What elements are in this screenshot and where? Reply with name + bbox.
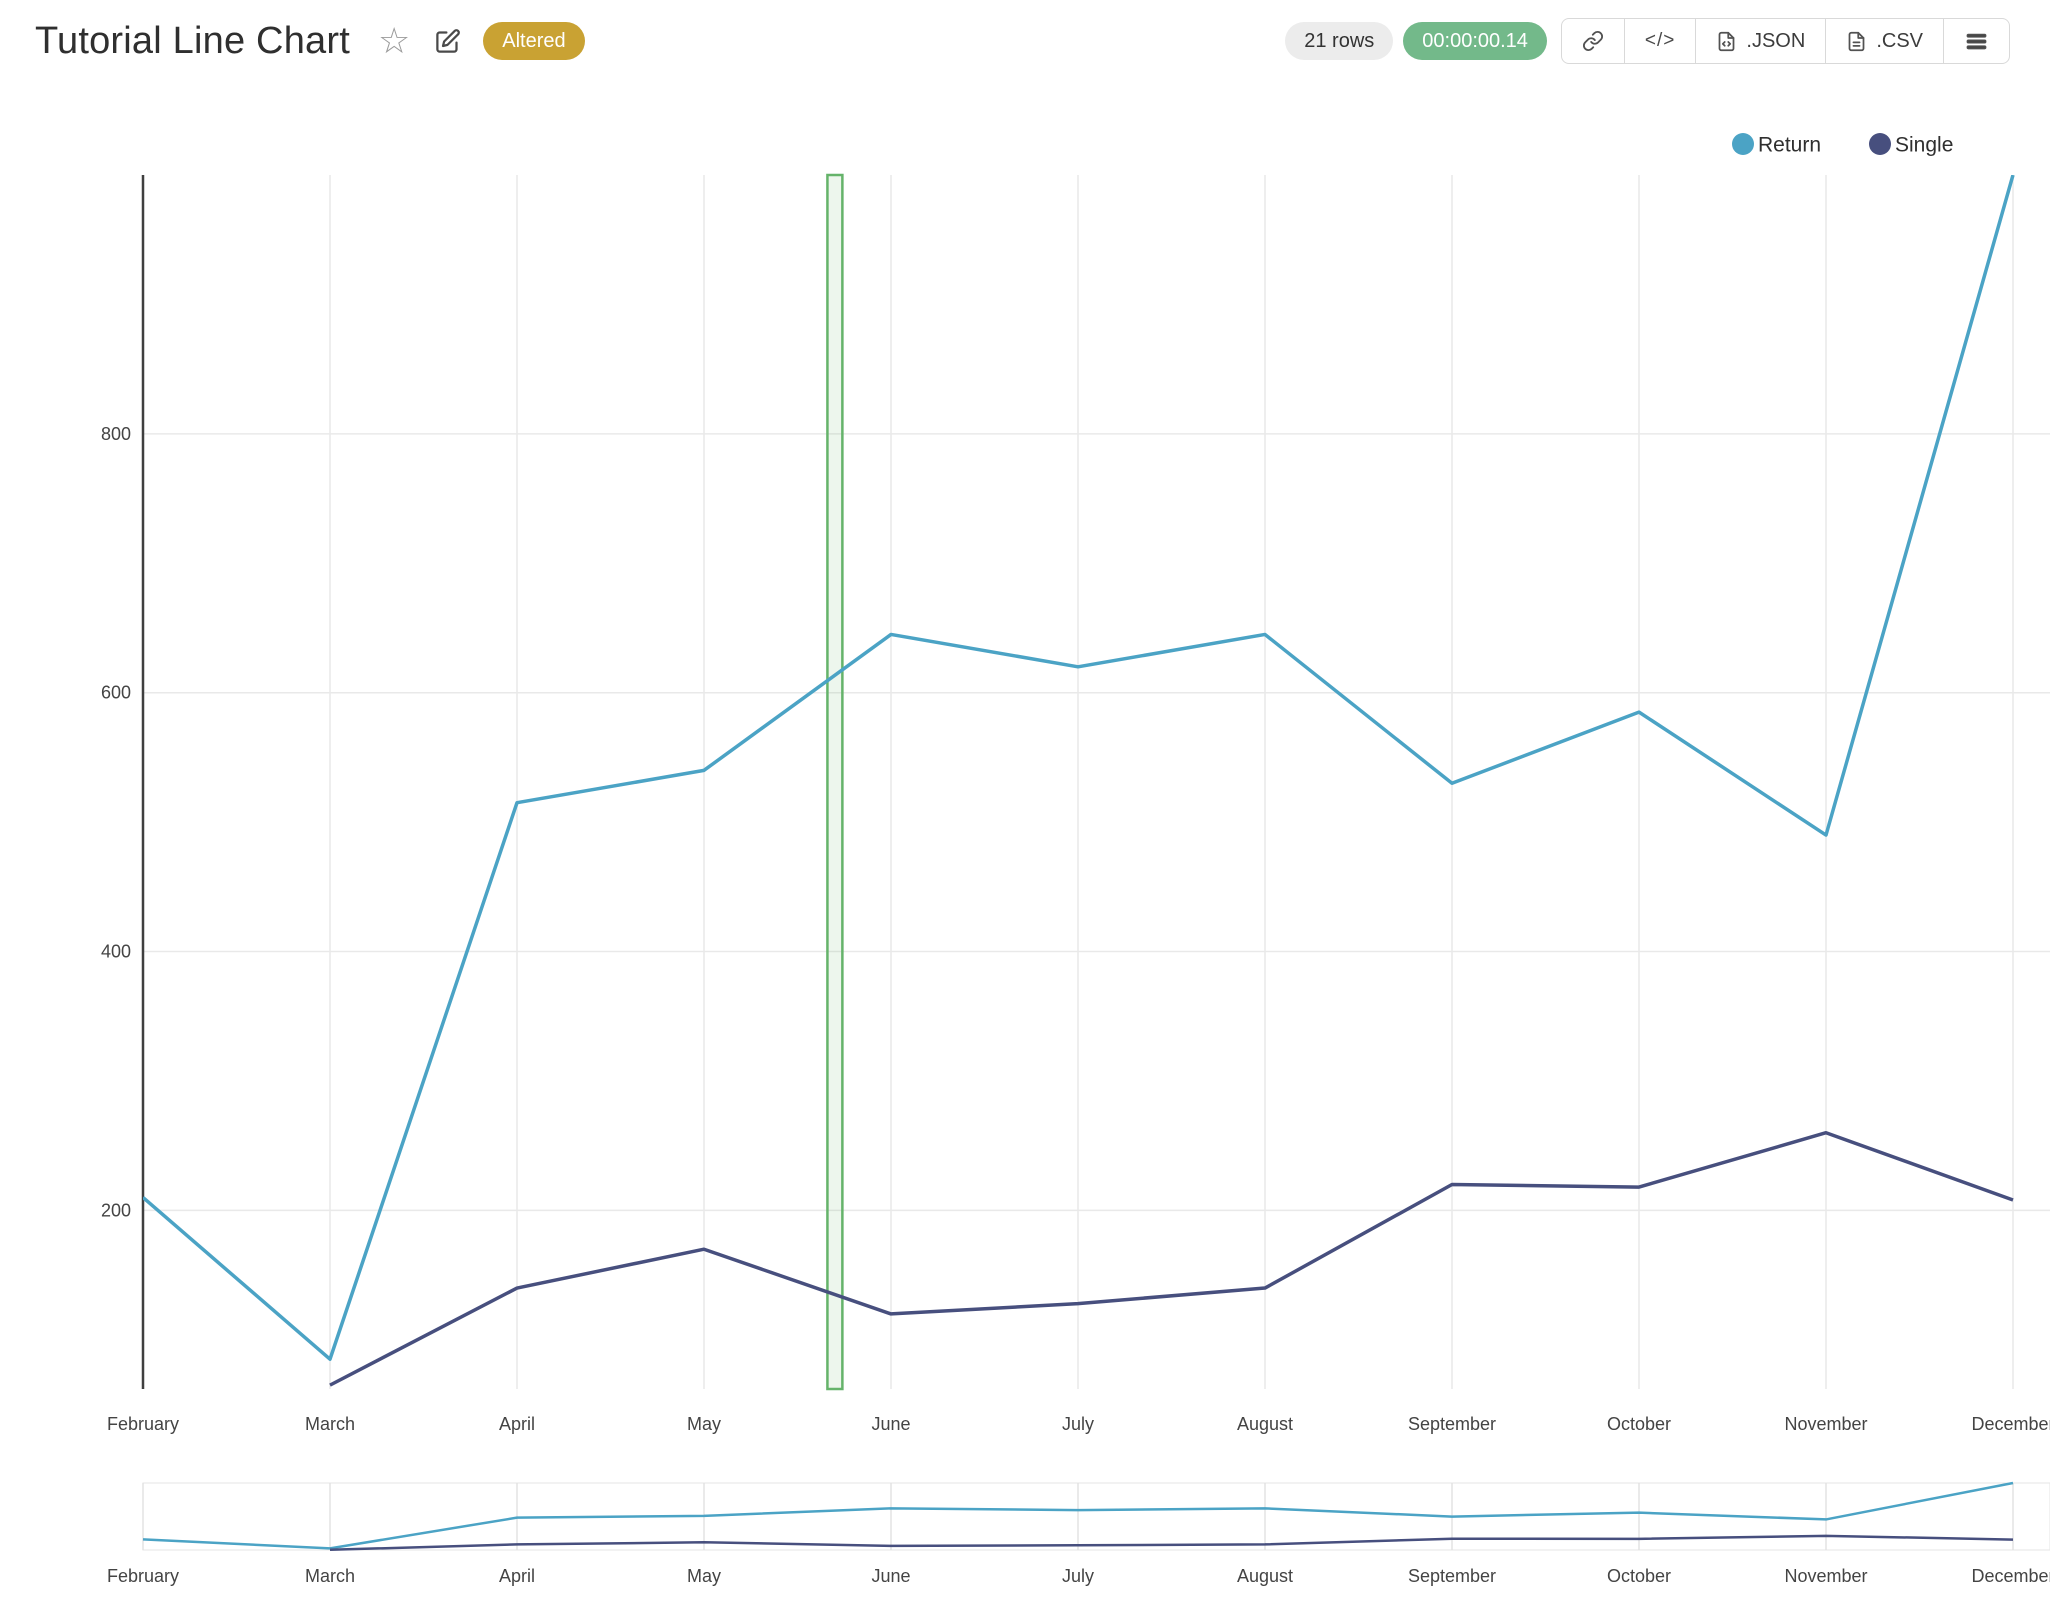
x-axis-label: April [499, 1414, 535, 1434]
y-axis-label: 600 [101, 683, 131, 703]
legend-item-single[interactable]: Single [1869, 133, 1953, 157]
rangeslider-x-label: July [1062, 1566, 1094, 1586]
y-axis-label: 400 [101, 942, 131, 962]
code-icon: </> [1644, 30, 1676, 51]
highlight-band[interactable] [826, 173, 844, 1391]
menu-button[interactable] [1943, 19, 2009, 63]
row-count-badge: 21 rows [1285, 22, 1394, 60]
x-axis-label: June [871, 1414, 910, 1434]
x-axis-label: October [1607, 1414, 1671, 1434]
download-json-button[interactable]: .JSON [1695, 19, 1825, 63]
series-line-single[interactable] [329, 1130, 2014, 1387]
rangeslider-x-label: August [1237, 1566, 1293, 1586]
legend-swatch [1732, 133, 1754, 155]
title-block: Tutorial Line Chart ☆ Altered [35, 20, 585, 63]
x-axis-label: March [305, 1414, 355, 1434]
altered-badge: Altered [483, 22, 585, 60]
legend-swatch [1869, 133, 1891, 155]
x-axis-label: February [107, 1414, 179, 1434]
x-axis-label: August [1237, 1414, 1293, 1434]
rangeslider-x-label: May [687, 1566, 721, 1586]
download-csv-button[interactable]: .CSV [1825, 19, 1943, 63]
header: Tutorial Line Chart ☆ Altered 21 rows 00… [0, 0, 2050, 64]
embed-code-button[interactable]: </> [1623, 19, 1695, 63]
legend-label: Return [1758, 134, 1821, 157]
x-axis-label: December [1971, 1414, 2050, 1434]
rangeslider-line-return [142, 1481, 2014, 1550]
export-button-group: </> .JSON [1560, 18, 2010, 64]
share-link-button[interactable] [1562, 19, 1624, 63]
x-axis-label: September [1408, 1414, 1496, 1434]
favorite-star-icon[interactable]: ☆ [377, 20, 411, 61]
rangeslider-x-label: March [305, 1566, 355, 1586]
y-axis-label: 800 [101, 424, 131, 444]
series-line-return[interactable] [143, 175, 2015, 1361]
execution-time-badge: 00:00:00.14 [1403, 22, 1547, 60]
file-code-icon [1716, 30, 1737, 53]
page-title: Tutorial Line Chart [35, 19, 350, 62]
file-icon [1846, 30, 1867, 53]
rangeslider-x-label: September [1408, 1566, 1496, 1586]
rangeslider-x-label: October [1607, 1566, 1671, 1586]
hamburger-menu-icon [1964, 29, 1989, 54]
edit-icon[interactable] [434, 28, 461, 55]
legend-label: Single [1895, 134, 1953, 157]
x-axis-label: May [687, 1414, 721, 1434]
rangeslider-line-single [329, 1534, 2014, 1552]
link-icon [1582, 30, 1604, 52]
rangeslider-x-label: June [871, 1566, 910, 1586]
x-axis-label: July [1062, 1414, 1094, 1434]
rangeslider-x-label: February [107, 1566, 179, 1586]
x-axis-label: November [1784, 1414, 1867, 1434]
legend-item-return[interactable]: Return [1732, 133, 1821, 157]
rangeslider-x-label: April [499, 1566, 535, 1586]
rangeslider-x-label: November [1784, 1566, 1867, 1586]
rangeslider-x-label: December [1971, 1566, 2050, 1586]
results-toolbar: 21 rows 00:00:00.14 </> [1285, 18, 2010, 64]
y-axis-label: 200 [101, 1200, 131, 1220]
